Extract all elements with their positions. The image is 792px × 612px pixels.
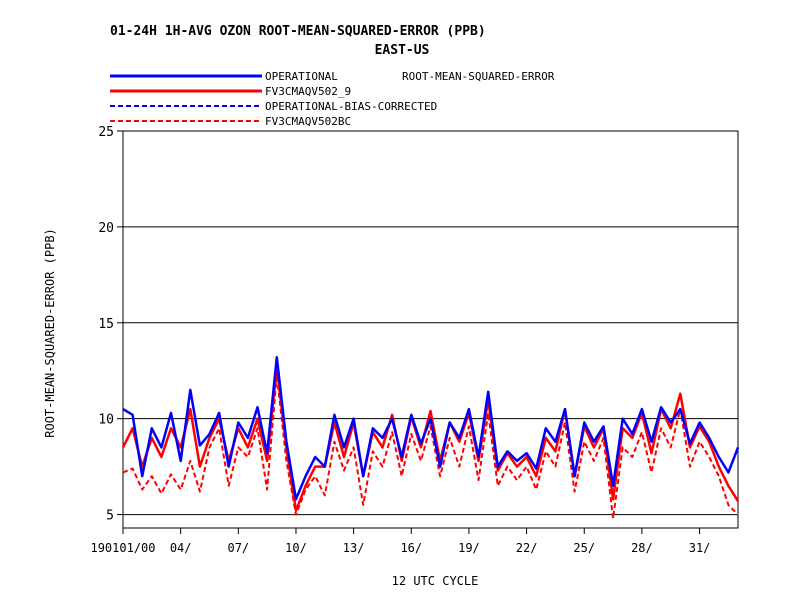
y-axis-label: ROOT-MEAN-SQUARED-ERROR (PPB) bbox=[43, 228, 57, 438]
x-tick-label: 04/ bbox=[170, 541, 192, 555]
x-tick-label: 13/ bbox=[343, 541, 365, 555]
x-axis: 190101/00 04/07/10/13/16/19/22/25/28/31/ bbox=[90, 528, 710, 555]
legend-caption: ROOT-MEAN-SQUARED-ERROR bbox=[402, 70, 555, 83]
y-axis: 5 10 15 20 25 bbox=[98, 125, 123, 524]
plot-frame bbox=[122, 130, 739, 529]
x-axis-label: 12 UTC CYCLE bbox=[392, 574, 479, 588]
legend-label-operational: OPERATIONAL bbox=[265, 70, 338, 83]
grid-lines bbox=[123, 130, 738, 516]
chart-title: 01-24H 1H-AVG OZON ROOT-MEAN-SQUARED-ERR… bbox=[110, 24, 486, 39]
legend-label-fv3cmaq-bc: FV3CMAQV502BC bbox=[265, 115, 351, 128]
series-line-fv3cmaqv502bc bbox=[122, 373, 739, 520]
x-tick-label: 22/ bbox=[516, 541, 538, 555]
x-tick-label: 25/ bbox=[573, 541, 595, 555]
x-tick-label: 190101/00 bbox=[90, 541, 155, 555]
x-tick-label: 10/ bbox=[285, 541, 307, 555]
x-tick-label: 07/ bbox=[227, 541, 249, 555]
y-tick-label: 10 bbox=[98, 413, 114, 428]
x-tick-label: 16/ bbox=[400, 541, 422, 555]
y-tick-label: 15 bbox=[98, 317, 114, 332]
y-tick-label: 25 bbox=[98, 125, 114, 140]
x-tick-label: 31/ bbox=[689, 541, 711, 555]
series-line-operational bbox=[122, 356, 740, 501]
chart-subtitle: EAST-US bbox=[375, 43, 430, 58]
y-tick-label: 5 bbox=[106, 509, 114, 524]
series-line-fv3cmaqv502-9 bbox=[121, 365, 740, 512]
legend: OPERATIONAL ROOT-MEAN-SQUARED-ERROR FV3C… bbox=[110, 70, 555, 128]
y-tick-label: 20 bbox=[98, 221, 114, 236]
legend-label-fv3cmaq: FV3CMAQV502_9 bbox=[265, 85, 351, 98]
x-tick-label: 28/ bbox=[631, 541, 653, 555]
x-tick-label: 19/ bbox=[458, 541, 480, 555]
series-lines bbox=[121, 356, 740, 520]
legend-label-operational-bc: OPERATIONAL-BIAS-CORRECTED bbox=[265, 100, 437, 113]
